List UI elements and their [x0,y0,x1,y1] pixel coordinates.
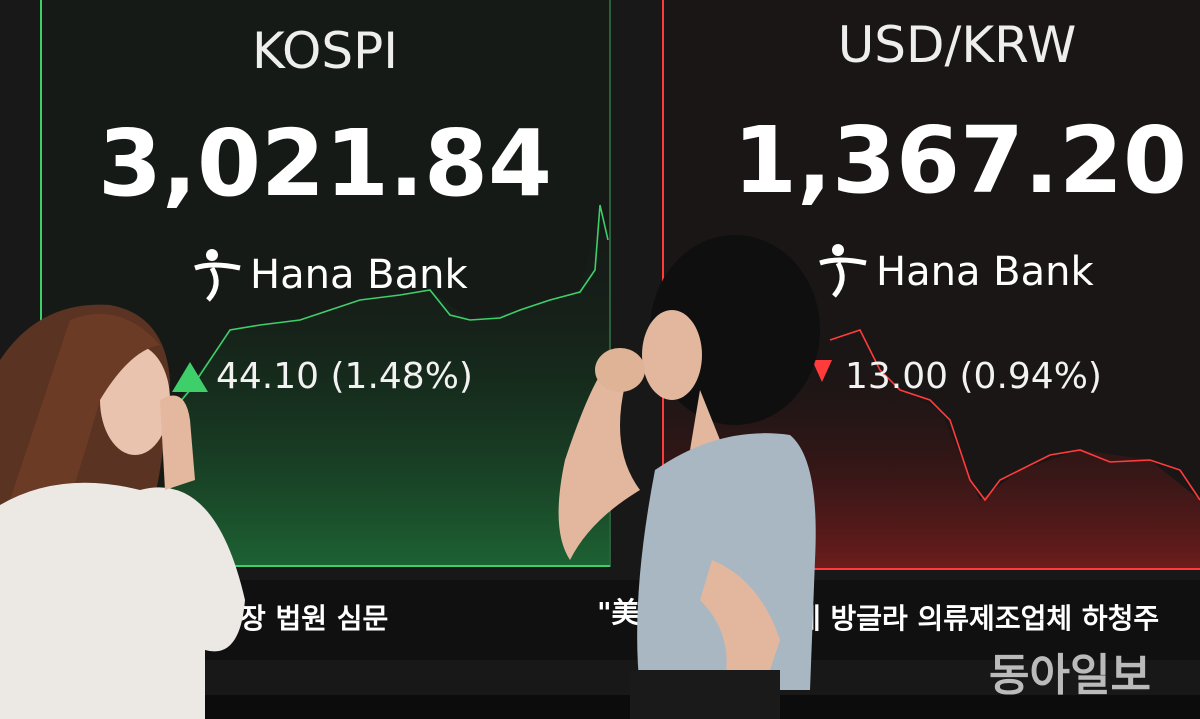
left-sparkline [164,204,609,421]
brand-logo [819,244,867,298]
person-left [0,304,245,719]
ticker-text: "美 [597,596,641,629]
board-value: 1,367.20 [733,107,1187,214]
board-change: 13.00 (0.94%) [845,356,1102,397]
person-right [558,235,820,719]
brand-logo [194,249,241,302]
down-triangle [812,360,832,382]
ticker-text: 장 법원 심문 [240,602,388,635]
watermark: 동아일보 [989,650,1151,701]
board-brand: Hana Bank [250,252,468,298]
left-area [165,205,610,565]
right-sparkline [829,329,1200,502]
up-triangle [172,362,208,392]
board-title: KOSPI [252,22,398,80]
board-title: USD/KRW [838,16,1077,74]
ticker-text: 에 방글라 의류제조업체 하청주 [795,602,1159,635]
board-brand: Hana Bank [876,249,1094,295]
board-change: 44.10 (1.48%) [216,356,473,397]
board-value: 3,021.84 [98,110,552,217]
